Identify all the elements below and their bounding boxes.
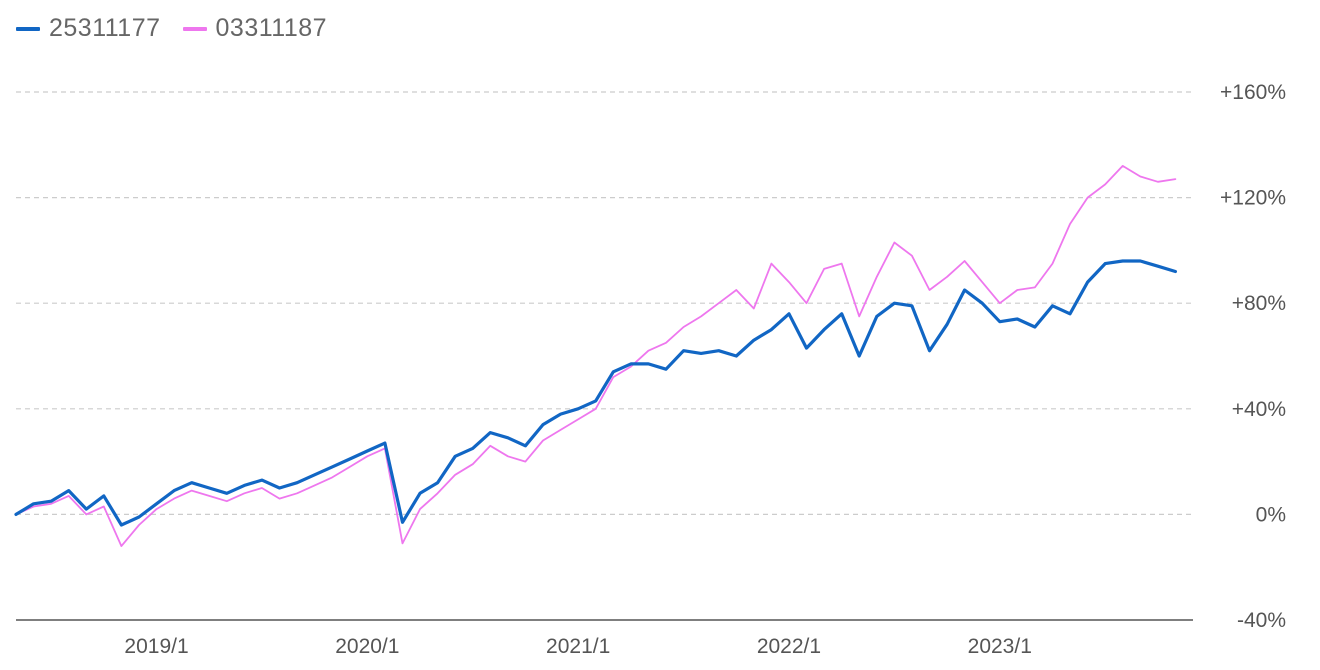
x-tick-label: 2020/1 bbox=[335, 635, 399, 658]
x-tick-label: 2023/1 bbox=[968, 635, 1032, 658]
y-tick-label: +80% bbox=[1232, 292, 1286, 315]
x-tick-label: 2019/1 bbox=[124, 635, 188, 658]
legend-label-series-b: 03311187 bbox=[215, 14, 328, 42]
x-tick-label: 2021/1 bbox=[546, 635, 610, 658]
legend-swatch-series-a bbox=[16, 26, 40, 31]
legend-swatch-series-b bbox=[182, 26, 207, 31]
legend-item-series-b[interactable]: 03311187 bbox=[182, 14, 328, 43]
y-tick-label: -40% bbox=[1237, 609, 1286, 632]
legend-item-series-a[interactable]: 25311177 bbox=[16, 14, 161, 43]
y-tick-label: +40% bbox=[1232, 398, 1286, 421]
series-line-03311187 bbox=[15, 164, 1177, 547]
legend-label-series-a: 25311177 bbox=[49, 14, 161, 42]
y-tick-label: 0% bbox=[1256, 503, 1286, 526]
chart-legend: 25311177 03311187 bbox=[16, 14, 349, 43]
y-tick-label: +160% bbox=[1220, 81, 1286, 104]
y-tick-label: +120% bbox=[1220, 187, 1286, 210]
series-line-25311177 bbox=[14, 259, 1178, 527]
x-tick-label: 2022/1 bbox=[757, 635, 821, 658]
